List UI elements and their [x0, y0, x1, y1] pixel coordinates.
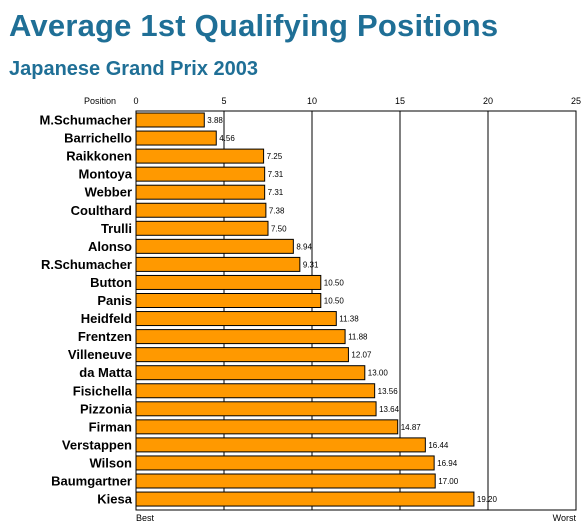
bar: [135, 383, 376, 399]
category-label: M.Schumacher: [40, 113, 132, 128]
value-label: 19.20: [477, 495, 498, 504]
x-tick-label: 25: [571, 96, 581, 106]
bar: [135, 184, 266, 200]
bar: [135, 419, 399, 435]
category-label: Barrichello: [64, 131, 132, 146]
bar: [135, 220, 269, 236]
category-label: Alonso: [88, 239, 132, 254]
category-label: Kiesa: [97, 492, 132, 507]
value-label: 13.00: [368, 369, 389, 378]
bar: [135, 293, 322, 308]
category-label: Pizzonia: [80, 401, 133, 416]
category-label: Fisichella: [73, 383, 133, 398]
x-axis-label: Position: [84, 96, 116, 106]
bar: [135, 329, 346, 345]
bar: [135, 473, 436, 489]
plot-frame: [135, 110, 577, 511]
axis-max-label: Worst: [553, 513, 577, 523]
value-label: 3.88: [207, 116, 223, 125]
category-label: Baumgartner: [51, 474, 132, 489]
category-label: Firman: [89, 419, 132, 434]
value-label: 13.56: [378, 387, 399, 396]
bar: [135, 166, 266, 182]
bar: [135, 130, 217, 146]
category-label: Heidfeld: [81, 311, 132, 326]
value-label: 14.87: [401, 423, 422, 432]
x-tick-label: 20: [483, 96, 493, 106]
category-label: Verstappen: [62, 437, 132, 452]
bar: [135, 148, 265, 164]
bar: [135, 455, 435, 471]
value-label: 8.94: [296, 242, 312, 251]
category-label: da Matta: [79, 365, 133, 380]
category-label: Raikkonen: [66, 149, 132, 164]
value-label: 12.07: [351, 351, 372, 360]
bar: [135, 202, 267, 218]
bar: [135, 311, 337, 327]
category-label: Webber: [85, 185, 132, 200]
bar: [135, 491, 475, 507]
bar: [135, 365, 366, 381]
bar: [135, 238, 294, 254]
value-label: 11.38: [339, 315, 359, 324]
category-label: Coulthard: [71, 203, 132, 218]
bar: [135, 437, 426, 453]
category-label: Frentzen: [78, 329, 132, 344]
value-label: 10.50: [324, 297, 345, 306]
bar: [135, 112, 205, 128]
chart-title: Average 1st Qualifying Positions: [9, 8, 499, 43]
value-label: 11.88: [348, 333, 368, 342]
category-label: Trulli: [101, 221, 132, 236]
value-label: 7.31: [268, 188, 284, 197]
category-label: Button: [90, 275, 132, 290]
value-label: 16.94: [437, 459, 458, 468]
value-label: 16.44: [428, 441, 449, 450]
value-label: 13.64: [379, 405, 400, 414]
value-label: 7.31: [268, 170, 284, 179]
x-tick-label: 0: [133, 96, 138, 106]
value-label: 7.25: [267, 152, 283, 161]
value-label: 4.56: [219, 134, 235, 143]
x-tick-label: 15: [395, 96, 405, 106]
bar: [135, 256, 301, 272]
value-label: 7.38: [269, 206, 285, 215]
x-tick-label: 5: [221, 96, 226, 106]
category-label: Wilson: [90, 455, 133, 470]
axis-min-label: Best: [136, 513, 155, 523]
bar: [135, 347, 349, 363]
bar: [135, 401, 377, 417]
value-label: 10.50: [324, 278, 345, 287]
value-label: 7.50: [271, 224, 287, 233]
category-label: Montoya: [79, 167, 133, 182]
bar: [135, 274, 322, 290]
value-label: 17.00: [438, 477, 459, 486]
value-label: 9.31: [303, 260, 319, 269]
category-label: Panis: [97, 293, 132, 308]
chart-subtitle: Japanese Grand Prix 2003: [9, 58, 259, 80]
category-label: R.Schumacher: [41, 257, 132, 272]
x-tick-label: 10: [307, 96, 317, 106]
category-label: Villeneuve: [68, 347, 132, 362]
